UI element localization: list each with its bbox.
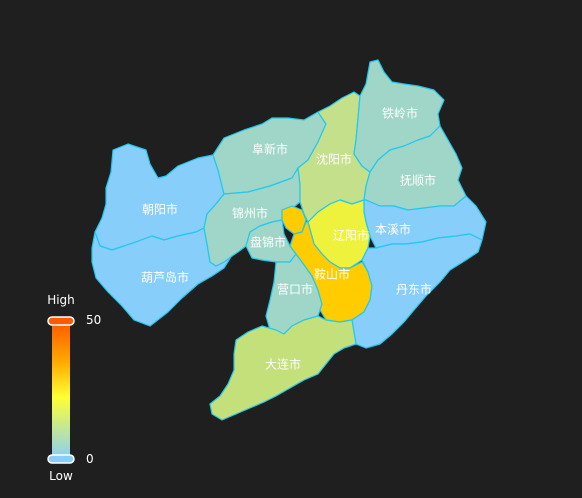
region-label-anshan: 鞍山市	[314, 267, 350, 282]
region-label-panjin: 盘锦市	[250, 235, 286, 250]
region-label-liaoyang: 辽阳市	[333, 228, 369, 243]
region-label-dandong: 丹东市	[396, 282, 432, 297]
region-label-jinzhou: 锦州市	[232, 206, 268, 221]
visual-map-min-value: 0	[86, 452, 94, 466]
visual-map-max-handle[interactable]	[47, 316, 75, 326]
visual-map-bar	[52, 320, 70, 460]
visual-map-min-handle[interactable]	[47, 454, 75, 464]
region-label-yingkou: 营口市	[277, 282, 313, 297]
region-dandong[interactable]	[351, 233, 483, 349]
region-dalian[interactable]	[209, 315, 357, 421]
region-label-chaoyang: 朝阳市	[142, 202, 178, 217]
visual-map-legend: High 50 0 Low	[47, 293, 101, 483]
visual-map-max-label: High	[47, 293, 75, 307]
visual-map-min-label: Low	[49, 469, 73, 483]
visual-map-max-value: 50	[86, 313, 101, 327]
regions-layer	[91, 59, 487, 421]
region-label-fushun: 抚顺市	[400, 173, 436, 188]
region-label-tieling: 铁岭市	[382, 106, 418, 121]
region-label-fuxin: 阜新市	[252, 142, 288, 157]
region-label-dalian: 大连市	[265, 357, 301, 372]
region-label-benxi: 本溪市	[375, 222, 411, 237]
region-label-huludao: 葫芦岛市	[141, 270, 189, 285]
region-label-shenyang: 沈阳市	[316, 152, 352, 167]
